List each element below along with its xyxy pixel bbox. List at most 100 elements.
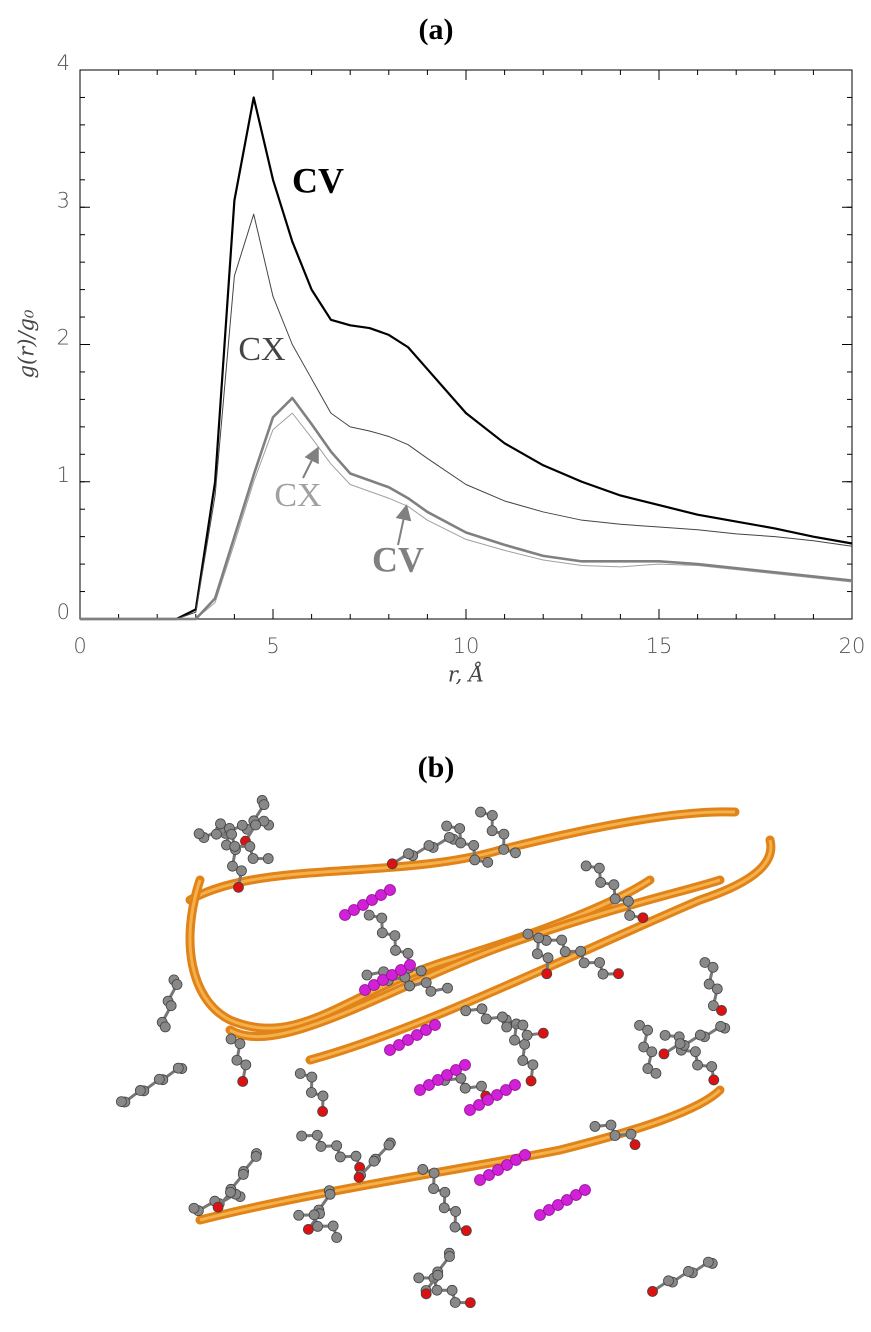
- atom: [683, 1266, 694, 1277]
- atom: [363, 909, 375, 921]
- atom: [262, 853, 274, 864]
- atom: [707, 1000, 719, 1012]
- atom: [442, 982, 453, 994]
- atom: [642, 1063, 654, 1074]
- atom: [428, 1167, 440, 1179]
- atom: [522, 928, 534, 940]
- atom: [312, 1220, 324, 1232]
- atom: [237, 1076, 249, 1087]
- atom: [302, 1223, 314, 1235]
- atom: [428, 1183, 439, 1195]
- atom: [625, 1128, 637, 1140]
- atom-highlight: [500, 1084, 512, 1096]
- atom: [134, 1085, 146, 1096]
- atom: [331, 1232, 343, 1243]
- atom: [533, 932, 545, 944]
- atom: [650, 1067, 662, 1079]
- atom: [415, 965, 427, 977]
- atom: [212, 1201, 224, 1213]
- atom-highlight: [473, 1099, 485, 1111]
- atom: [294, 1068, 306, 1079]
- atom: [624, 910, 636, 921]
- y-tick-label: 2: [57, 326, 70, 350]
- atom: [706, 1061, 718, 1072]
- atom: [250, 819, 262, 831]
- series-label: CX: [238, 331, 285, 368]
- y-tick-label: 1: [57, 463, 70, 487]
- ribbon-highlight: [188, 878, 651, 1030]
- atom-highlight: [359, 984, 371, 996]
- atom: [439, 1186, 451, 1198]
- atom: [188, 1202, 200, 1214]
- atom: [509, 1034, 520, 1046]
- atom: [324, 1188, 336, 1200]
- atom: [311, 1129, 323, 1141]
- atom: [525, 1075, 537, 1087]
- atom-highlight: [543, 1204, 555, 1216]
- bond: [301, 1133, 362, 1168]
- atom-highlight: [414, 1084, 426, 1096]
- x-axis-label: r, Å: [448, 662, 484, 687]
- atom: [236, 819, 248, 831]
- atom: [578, 957, 590, 969]
- series-label: CV: [292, 160, 344, 200]
- atom: [420, 1288, 432, 1300]
- atom: [455, 837, 467, 849]
- atom: [715, 1021, 726, 1032]
- atom: [531, 948, 543, 960]
- atom: [527, 1059, 539, 1071]
- atom: [171, 979, 183, 990]
- atom: [454, 823, 466, 834]
- atom: [350, 1150, 362, 1162]
- atom: [476, 1003, 488, 1015]
- atom-highlight: [420, 1024, 432, 1036]
- atom: [368, 1155, 380, 1167]
- atom: [115, 1096, 127, 1107]
- atom: [663, 1275, 674, 1287]
- atom: [480, 1013, 492, 1025]
- atom: [716, 1005, 727, 1016]
- atom: [449, 1297, 461, 1308]
- atom: [244, 841, 256, 852]
- y-tick-label: 3: [57, 188, 70, 212]
- atom: [361, 969, 373, 981]
- ribbon-highlight: [189, 810, 736, 902]
- atom: [425, 985, 437, 997]
- atom: [517, 1055, 529, 1066]
- bond: [121, 1066, 182, 1104]
- atom: [450, 1206, 462, 1217]
- atom: [702, 1256, 714, 1268]
- atom-highlight: [393, 1039, 405, 1051]
- atom: [605, 1119, 617, 1131]
- series-label: CV: [372, 539, 424, 579]
- atom: [597, 968, 609, 980]
- atom: [315, 1141, 327, 1152]
- atom: [609, 1130, 621, 1141]
- atom-highlight: [561, 1194, 573, 1206]
- atom-highlight: [432, 1074, 444, 1086]
- atom-highlight: [366, 894, 378, 906]
- atom-highlight: [368, 979, 380, 991]
- atom: [308, 1209, 320, 1221]
- atom-highlight: [491, 1089, 503, 1101]
- atom-highlight: [459, 1059, 471, 1071]
- atom: [211, 828, 222, 840]
- atom: [225, 1186, 236, 1198]
- atom: [647, 1286, 658, 1297]
- ribbon: [195, 1085, 725, 1225]
- atom: [692, 1059, 703, 1071]
- atom-highlight: [384, 1044, 396, 1056]
- atom: [580, 860, 592, 872]
- atom: [420, 977, 432, 989]
- series-label: CX: [274, 477, 321, 514]
- atom: [642, 1024, 654, 1036]
- atom-highlight: [492, 1164, 504, 1176]
- atom-highlight: [404, 959, 416, 971]
- atom-highlight: [501, 1159, 513, 1171]
- atom-highlight: [464, 1104, 476, 1116]
- atom: [609, 893, 621, 905]
- atom: [464, 1297, 476, 1309]
- y-axis-label: g(r)/g₀: [15, 309, 39, 378]
- atom-highlight: [386, 969, 398, 981]
- atom-highlight: [552, 1199, 564, 1211]
